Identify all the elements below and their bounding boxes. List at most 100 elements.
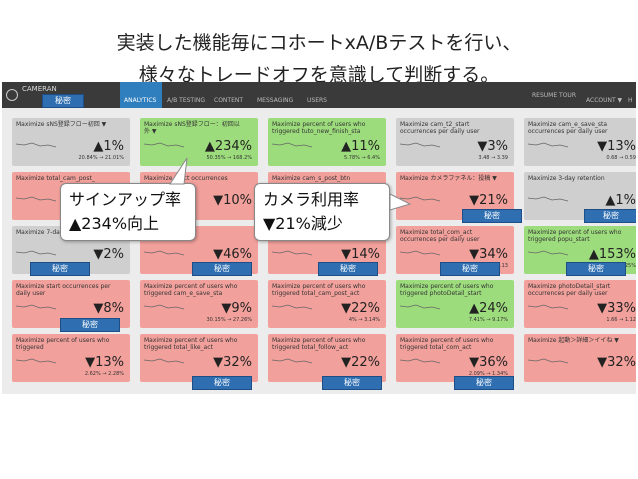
card-title: Maximize ...act occurrences: [144, 175, 228, 182]
metric-card[interactable]: Maximize percent of users who triggered …: [140, 334, 258, 382]
card-title: Maximize percent of users who triggered …: [528, 229, 622, 243]
dashboard-screenshot: CAMERAN ANALYTICS A/B TESTING CONTENT MESSA…: [2, 82, 636, 394]
sparkline: [400, 142, 440, 148]
metric-card[interactable]: Maximize cam_t2_start occurrences per da…: [396, 118, 514, 166]
card-title: Maximize total_cam_post_: [16, 175, 95, 182]
secret-label: 秘密: [318, 262, 378, 276]
card-title: Maximize 3-day retention: [528, 175, 605, 182]
secret-label: 秘密: [42, 94, 84, 108]
sparkline: [528, 196, 568, 202]
card-title: Maximize percent of users who triggered …: [144, 337, 238, 351]
card-title: Maximize cam_e_save_sta occurrences per …: [528, 121, 608, 135]
card-value: ▼10%: [213, 193, 252, 208]
metric-card[interactable]: Maximize percent of users who triggered ▼…: [12, 334, 130, 382]
sparkline: [16, 142, 56, 148]
card-value: ▼34%: [469, 247, 508, 262]
nav-item[interactable]: ANALYTICS: [124, 97, 157, 104]
card-sub: 7.41% → 9.17%: [468, 317, 508, 323]
nav-item[interactable]: H: [628, 97, 633, 104]
metric-card[interactable]: Maximize カメラファネル：投稿 ▼ ▼21%: [396, 172, 514, 220]
card-value: ▼9%: [221, 301, 252, 316]
card-sub: 2.09% → 1.34%: [468, 371, 508, 377]
callout-pointers: [169, 157, 412, 211]
card-value: ▼3%: [477, 139, 508, 154]
callout-line: カメラ利用率: [263, 190, 360, 209]
sparkline: [16, 196, 56, 202]
nav-item[interactable]: USERS: [307, 97, 327, 104]
card-title: Maximize percent of users who triggered …: [400, 337, 494, 351]
nav-item[interactable]: CONTENT: [214, 97, 244, 104]
sparkline: [16, 358, 56, 364]
card-title: Maximize start occurrences per daily use…: [16, 283, 111, 297]
card-title: Maximize cam_t2_start occurrences per da…: [400, 121, 480, 135]
callout: サインアップ率 ▲234%向上: [60, 183, 196, 241]
card-title: Maximize percent of users who triggered …: [272, 283, 366, 297]
card-value: ▲153%: [588, 247, 636, 262]
sparkline: [400, 358, 440, 364]
sparkline: [144, 358, 184, 364]
card-sub: 2.62% → 2.28%: [84, 371, 124, 377]
brand: CAMERAN: [22, 85, 57, 93]
sparkline: [144, 142, 184, 148]
metric-card[interactable]: Maximize sNS登録フロー初回 ▼ ▲1% 20.84% → 21.01%: [12, 118, 130, 166]
secret-label: 秘密: [462, 209, 522, 223]
nav-item[interactable]: RESUME TOUR: [532, 92, 576, 99]
metric-card[interactable]: Maximize cam_e_save_sta occurrences per …: [524, 118, 636, 166]
metric-card[interactable]: Maximize percent of users who triggered …: [268, 334, 386, 382]
metric-card[interactable]: Maximize percent of users who triggered …: [140, 280, 258, 328]
callout-line: ▲234%向上: [69, 214, 160, 233]
card-title: Maximize percent of users who triggered …: [272, 121, 366, 135]
card-value: ▼21%: [469, 193, 508, 208]
sparkline: [528, 358, 568, 364]
sparkline: [400, 250, 440, 256]
card-sub: 5.78% → 6.4%: [344, 155, 380, 161]
secret-label: 秘密: [60, 318, 120, 332]
sparkline: [272, 358, 312, 364]
metric-card[interactable]: Maximize ...act occurrences ▼10%: [140, 172, 258, 220]
callout-line: サインアップ率: [69, 190, 182, 209]
card-sub: 1.66 → 1.12: [606, 317, 636, 323]
nav-item[interactable]: MESSAGING: [257, 97, 294, 104]
sparkline: [400, 304, 440, 310]
callout: カメラ利用率 ▼21%減少: [254, 183, 390, 241]
metric-card[interactable]: Maximize total_com_act occurrences per d…: [396, 226, 514, 274]
metric-card[interactable]: Maximize percent of users who triggered …: [268, 280, 386, 328]
card-value: ▲24%: [469, 301, 508, 316]
metric-card[interactable]: Maximize 起動＞詳細＞イイね ▼ ▼32%: [524, 334, 636, 382]
secret-label: 秘密: [192, 376, 252, 390]
sparkline: [272, 250, 312, 256]
card-sub: 30.15% → 27.26%: [206, 317, 253, 323]
card-value: ▲1%: [605, 193, 636, 208]
sparkline: [272, 304, 312, 310]
card-title: Maximize percent of users who triggered: [16, 337, 110, 351]
card-title: Maximize sNS登録フロー：初回以外 ▼: [144, 121, 240, 135]
metric-card[interactable]: Maximize sNS登録フロー：初回以外 ▼ ▲234% 50.35% → 16…: [140, 118, 258, 166]
card-value: ▼22%: [341, 301, 380, 316]
card-value: ▲234%: [204, 139, 252, 154]
card-title: Maximize カメラファネル：投稿 ▼: [400, 175, 497, 182]
card-title: Maximize photoDetail_start occurrences p…: [528, 283, 611, 297]
metric-card[interactable]: Maximize photoDetail_start occurrences p…: [524, 280, 636, 328]
sparkline: [528, 304, 568, 310]
card-value: ▼13%: [597, 139, 636, 154]
nav-item[interactable]: ACCOUNT ▼: [586, 97, 623, 104]
card-sub: 4% → 3.14%: [348, 317, 380, 323]
card-value: ▼14%: [341, 247, 380, 262]
nav-item[interactable]: A/B TESTING: [167, 97, 205, 104]
sparkline: [528, 142, 568, 148]
card-title: Maximize percent of users who triggered …: [400, 283, 494, 297]
metric-card[interactable]: Maximize percent of users who triggered …: [396, 280, 514, 328]
card-value: ▲1%: [93, 139, 124, 154]
sparkline: [400, 196, 440, 202]
metric-card[interactable]: Maximize percent of users who triggered …: [396, 334, 514, 382]
secret-label: 秘密: [440, 262, 500, 276]
card-sub: 50.35% → 168.2%: [206, 155, 253, 161]
card-value: ▼33%: [597, 301, 636, 316]
metric-card[interactable]: Maximize percent of users who triggered …: [268, 118, 386, 166]
secret-label: 秘密: [454, 376, 514, 390]
logo: [6, 89, 18, 101]
active-tab: [120, 82, 162, 108]
card-title: Maximize total_com_act occurrences per d…: [400, 229, 480, 243]
card-title: Maximize percent of users who triggered …: [144, 283, 238, 297]
